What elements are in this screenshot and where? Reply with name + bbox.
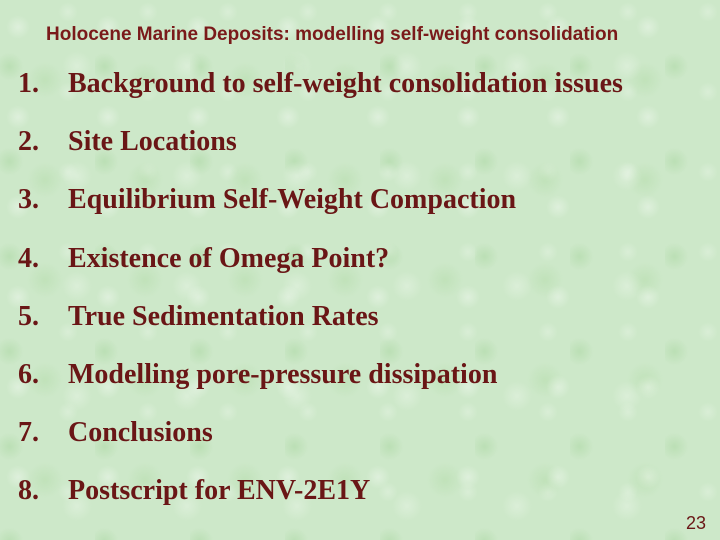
list-item: Background to self-weight consolidation … (18, 68, 702, 100)
list-item: Postscript for ENV-2E1Y (18, 475, 702, 507)
list-item-text: True Sedimentation Rates (68, 301, 379, 332)
list-item-text: Conclusions (68, 417, 213, 448)
list-item-text: Site Locations (68, 126, 237, 157)
list-item: Existence of Omega Point? (18, 243, 702, 275)
list-item: Equilibrium Self-Weight Compaction (18, 184, 702, 216)
list-item-text: Existence of Omega Point? (68, 243, 389, 274)
slide-title: Holocene Marine Deposits: modelling self… (46, 24, 702, 46)
page-number: 23 (686, 513, 706, 534)
list-item: Conclusions (18, 417, 702, 449)
outline-list: Background to self-weight consolidation … (18, 68, 702, 508)
list-item-text: Modelling pore-pressure dissipation (68, 359, 497, 390)
list-item-text: Background to self-weight consolidation … (68, 68, 623, 99)
list-item: Site Locations (18, 126, 702, 158)
list-item: Modelling pore-pressure dissipation (18, 359, 702, 391)
list-item: True Sedimentation Rates (18, 301, 702, 333)
list-item-text: Postscript for ENV-2E1Y (68, 475, 370, 506)
list-item-text: Equilibrium Self-Weight Compaction (68, 184, 516, 215)
